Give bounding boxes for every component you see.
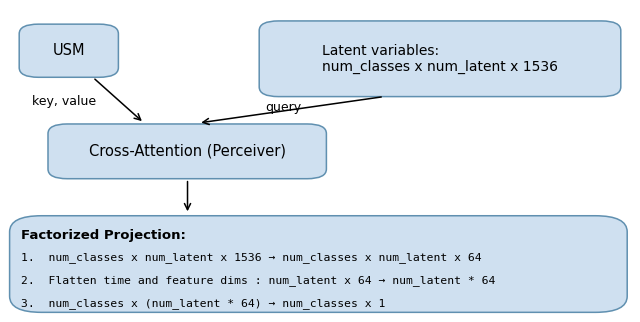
Text: Latent variables:
num_classes x num_latent x 1536: Latent variables: num_classes x num_late… (322, 43, 558, 74)
Text: Cross-Attention (Perceiver): Cross-Attention (Perceiver) (89, 144, 285, 159)
FancyBboxPatch shape (19, 24, 118, 77)
Text: 2.  Flatten time and feature dims : num_latent x 64 → num_latent * 64: 2. Flatten time and feature dims : num_l… (21, 275, 495, 286)
Text: USM: USM (52, 43, 85, 58)
FancyBboxPatch shape (259, 21, 621, 97)
Text: key, value: key, value (32, 95, 96, 108)
Text: Factorized Projection:: Factorized Projection: (21, 229, 186, 242)
Text: query: query (266, 101, 301, 114)
FancyBboxPatch shape (10, 216, 627, 312)
Text: 3.  num_classes x (num_latent * 64) → num_classes x 1: 3. num_classes x (num_latent * 64) → num… (21, 298, 385, 309)
FancyBboxPatch shape (48, 124, 326, 179)
Text: 1.  num_classes x num_latent x 1536 → num_classes x num_latent x 64: 1. num_classes x num_latent x 1536 → num… (21, 252, 482, 263)
